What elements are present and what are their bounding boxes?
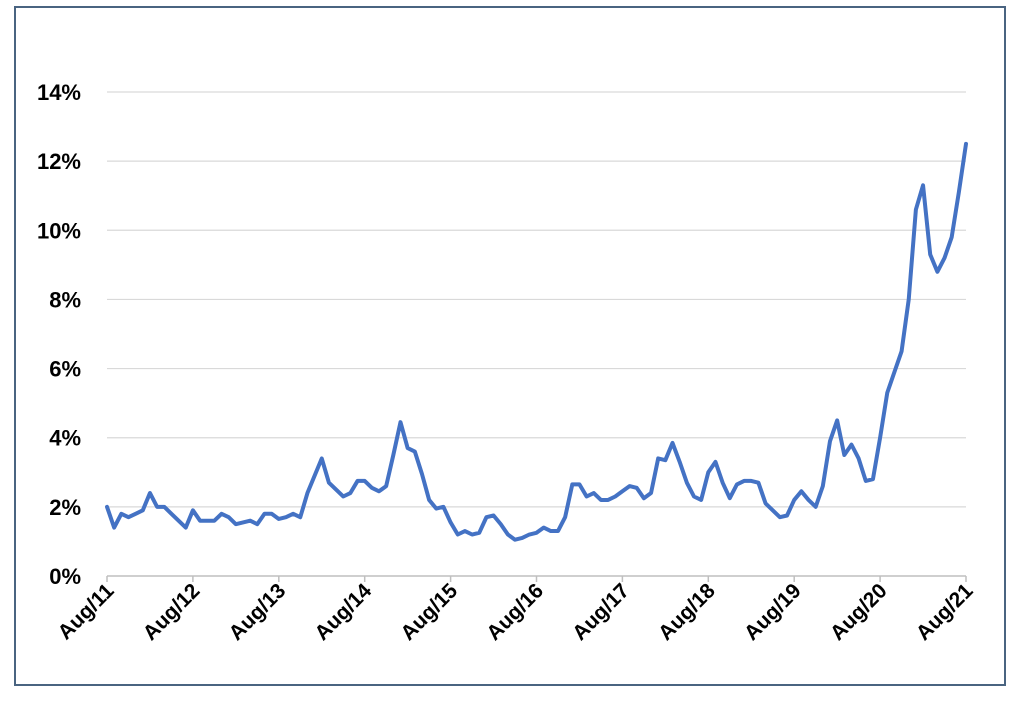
x-tick-label: Aug/13 bbox=[225, 579, 291, 645]
y-axis-tick-labels: 0% 2% 4% 6% 8% 10% 12% 14% bbox=[37, 80, 81, 589]
x-tick-label: Aug/20 bbox=[826, 579, 892, 645]
chart-frame bbox=[14, 6, 1006, 686]
x-tick-label: Aug/21 bbox=[912, 579, 978, 645]
y-tick-label: 10% bbox=[37, 218, 81, 243]
x-tick-label: Aug/17 bbox=[568, 579, 634, 645]
y-tick-label: 12% bbox=[37, 149, 81, 174]
x-axis-tick-labels: Aug/11 Aug/12 Aug/13 Aug/14 Aug/15 Aug/16 Aug/… bbox=[54, 579, 978, 645]
y-tick-label: 6% bbox=[49, 357, 81, 382]
x-tick-label: Aug/15 bbox=[396, 579, 462, 645]
x-tick-label: Aug/14 bbox=[310, 579, 376, 645]
y-tick-label: 14% bbox=[37, 80, 81, 105]
y-tick-label: 2% bbox=[49, 495, 81, 520]
x-tick-label: Aug/12 bbox=[139, 579, 205, 645]
series-layer bbox=[105, 141, 968, 542]
series-line-0 bbox=[105, 141, 968, 542]
x-tick-label: Aug/18 bbox=[654, 579, 720, 645]
y-tick-label: 8% bbox=[49, 287, 81, 312]
y-tick-label: 0% bbox=[49, 564, 81, 589]
y-tick-label: 4% bbox=[49, 426, 81, 451]
x-axis bbox=[106, 575, 967, 582]
x-tick-label: Aug/19 bbox=[740, 579, 806, 645]
gridlines bbox=[107, 91, 966, 508]
x-tick-label: Aug/16 bbox=[482, 579, 548, 645]
